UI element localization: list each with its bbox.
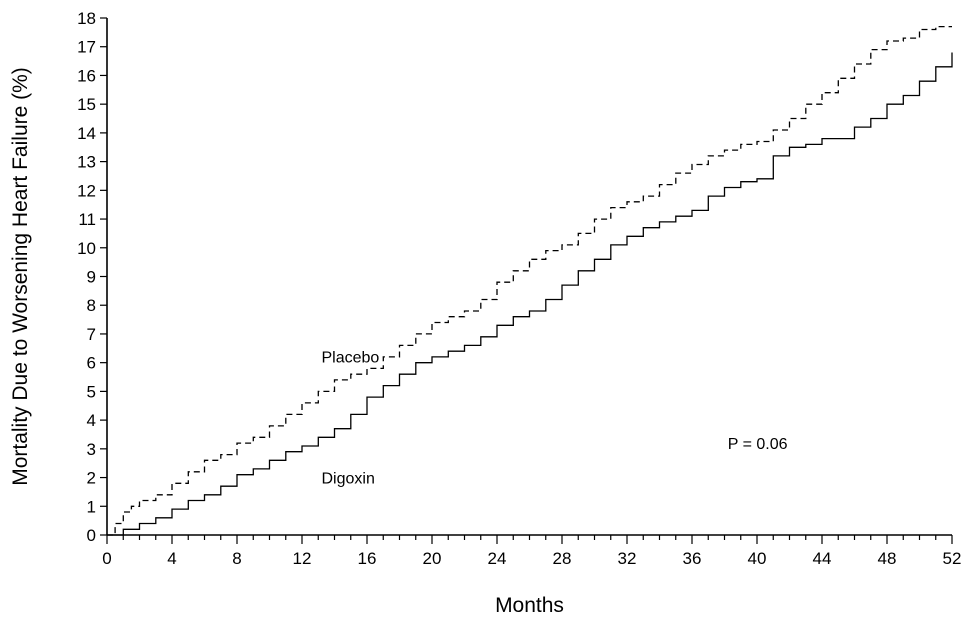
x-tick-label: 40 <box>748 549 767 568</box>
y-tick-label: 18 <box>77 9 96 28</box>
y-axis-title: Mortality Due to Worsening Heart Failure… <box>9 67 32 486</box>
y-tick-label: 14 <box>77 124 96 143</box>
axes <box>106 18 952 536</box>
x-tick-label: 28 <box>553 549 572 568</box>
y-tick-label: 8 <box>87 296 96 315</box>
x-tick-label: 4 <box>167 549 176 568</box>
series-line-placebo <box>107 25 952 536</box>
annotation-digoxin: Digoxin <box>322 470 375 487</box>
x-tick-label: 20 <box>423 549 442 568</box>
x-tick-label: 48 <box>878 549 897 568</box>
y-tick-label: 10 <box>77 239 96 258</box>
series-lines <box>107 25 953 536</box>
x-tick-label: 32 <box>618 549 637 568</box>
y-tick-label: 7 <box>87 325 96 344</box>
y-tick-label: 2 <box>87 469 96 488</box>
x-ticks: 0 4 8 12 16 20 24 28 32 36 40 44 48 52 <box>102 535 961 568</box>
y-tick-label: 4 <box>87 411 96 430</box>
annotation-p-0-06: P = 0.06 <box>728 436 788 453</box>
y-tick-label: 6 <box>87 354 96 373</box>
y-tick-label: 0 <box>87 526 96 545</box>
y-tick-label: 13 <box>77 153 96 172</box>
x-tick-label: 36 <box>683 549 702 568</box>
x-tick-label: 12 <box>293 549 312 568</box>
x-tick-label: 0 <box>102 549 111 568</box>
x-tick-label: 24 <box>488 549 507 568</box>
y-tick-label: 12 <box>77 181 96 200</box>
x-tick-label: 52 <box>943 549 962 568</box>
annotation-placebo: Placebo <box>322 350 380 367</box>
y-tick-label: 9 <box>87 268 96 287</box>
y-tick-label: 16 <box>77 66 96 85</box>
y-tick-label: 17 <box>77 38 96 57</box>
x-tick-label: 44 <box>813 549 832 568</box>
y-tick-label: 15 <box>77 95 96 114</box>
annotations: Placebo Digoxin P = 0.06 <box>322 350 788 488</box>
y-tick-label: 3 <box>87 440 96 459</box>
y-tick-label: 5 <box>87 382 96 401</box>
x-axis-title: Months <box>495 594 564 617</box>
x-tick-label: 16 <box>358 549 377 568</box>
x-tick-label: 8 <box>232 549 241 568</box>
y-tick-label: 1 <box>87 497 96 516</box>
y-tick-label: 11 <box>78 210 96 229</box>
series-line-digoxin <box>107 52 953 536</box>
